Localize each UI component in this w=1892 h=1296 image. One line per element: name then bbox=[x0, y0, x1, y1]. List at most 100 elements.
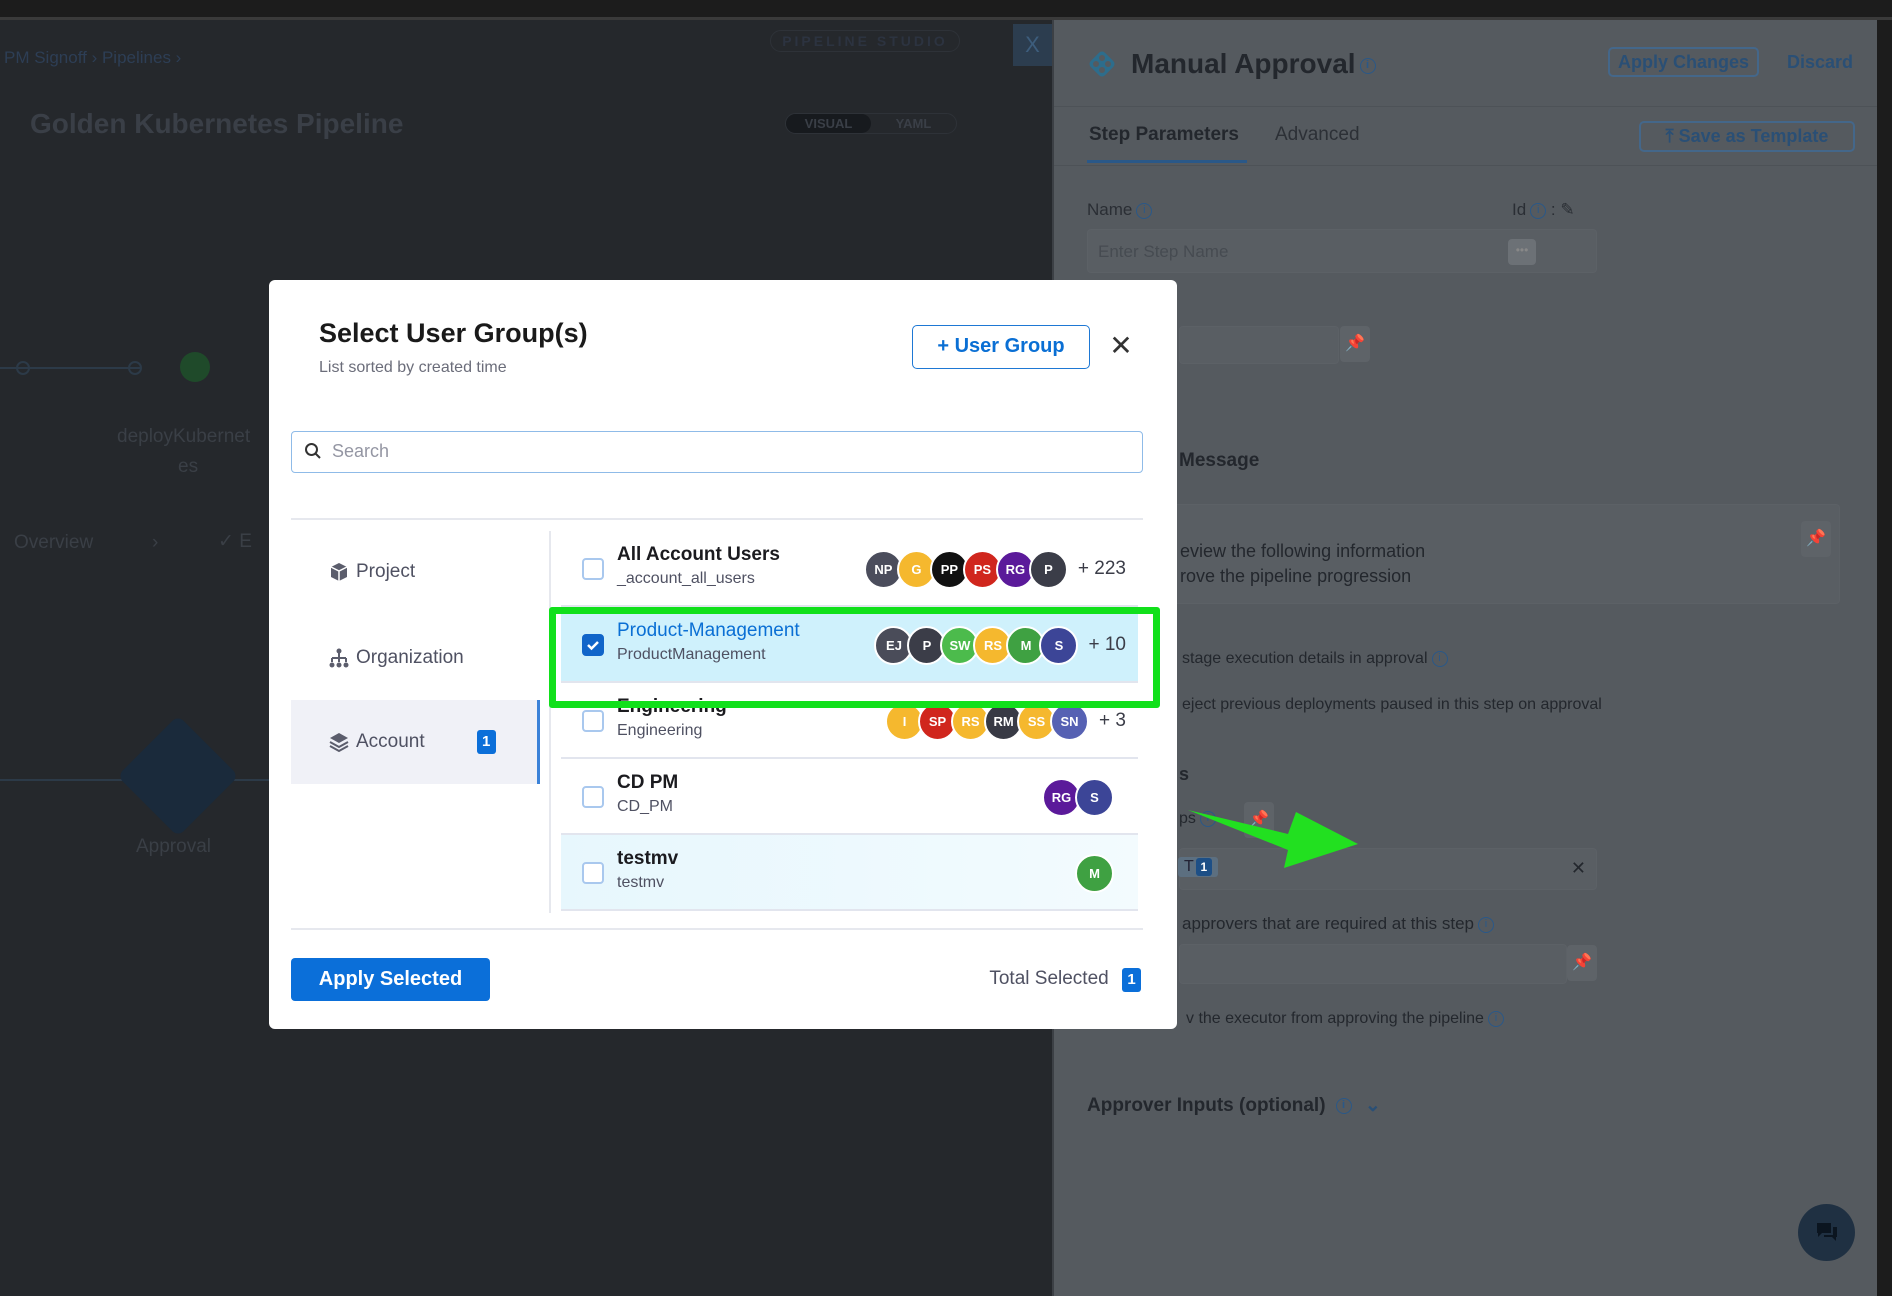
user-group-row[interactable]: CD PM CD_PM RG S bbox=[561, 759, 1138, 835]
info-icon[interactable]: i bbox=[1478, 916, 1494, 933]
avatar: RS bbox=[973, 625, 1013, 665]
approval-step-icon bbox=[1089, 51, 1115, 77]
scope-label: Project bbox=[356, 561, 416, 582]
divider bbox=[291, 518, 1143, 520]
avatar: S bbox=[1075, 777, 1114, 817]
studio-close-button[interactable]: X bbox=[1013, 24, 1052, 66]
dialog-title: Select User Group(s) bbox=[319, 318, 588, 348]
group-checkbox[interactable] bbox=[582, 634, 604, 656]
discard-button[interactable]: Discard bbox=[1787, 52, 1854, 72]
tab-advanced[interactable]: Advanced bbox=[1275, 124, 1360, 145]
info-icon[interactable]: i bbox=[1487, 1010, 1504, 1027]
clear-icon[interactable]: ✕ bbox=[1570, 858, 1586, 878]
stage-node-icon[interactable] bbox=[180, 352, 210, 382]
approval-node-label: Approval bbox=[136, 836, 211, 857]
user-group-row[interactable]: Product-Management ProductManagement EJ P… bbox=[561, 607, 1138, 683]
edit-pencil-icon[interactable]: ✎ bbox=[1560, 200, 1575, 219]
tab-overview[interactable]: Overview bbox=[14, 532, 94, 553]
scope-label: Account bbox=[356, 731, 425, 752]
member-avatars: RG S bbox=[1042, 759, 1126, 835]
pin-icon[interactable]: 📌 bbox=[1340, 326, 1370, 362]
toggle-visual[interactable]: VISUAL bbox=[786, 114, 871, 133]
message-line: eview the following information bbox=[1180, 541, 1426, 561]
window-top-bar bbox=[0, 0, 1892, 20]
breadcrumb-pipelines[interactable]: Pipelines bbox=[101, 48, 171, 67]
user-group-row[interactable]: testmv testmv M bbox=[561, 835, 1138, 911]
group-name[interactable]: Product-Management bbox=[617, 620, 800, 641]
selected-group-chip[interactable]: T bbox=[1184, 858, 1194, 875]
divider bbox=[549, 531, 551, 913]
close-icon[interactable]: ✕ bbox=[1109, 330, 1133, 361]
pipeline-title: Golden Kubernetes Pipeline bbox=[30, 108, 404, 139]
info-icon[interactable]: i bbox=[1136, 202, 1153, 219]
avatar: RM bbox=[984, 701, 1024, 741]
avatar: P bbox=[907, 625, 947, 665]
approvers-heading: s bbox=[1179, 764, 1190, 784]
info-icon[interactable]: i bbox=[1359, 57, 1376, 74]
disallow-executor-label[interactable]: v the executor from approving the pipeli… bbox=[1186, 1010, 1484, 1027]
add-user-group-button[interactable]: + User Group bbox=[912, 325, 1090, 369]
group-name[interactable]: testmv bbox=[617, 848, 679, 869]
toggle-yaml[interactable]: YAML bbox=[895, 116, 932, 131]
apply-selected-button[interactable]: Apply Selected bbox=[291, 958, 490, 1001]
pin-icon[interactable]: 📌 bbox=[1801, 521, 1831, 557]
scope-project[interactable]: Project bbox=[291, 530, 540, 614]
chevron-down-icon[interactable]: ⌄ bbox=[1364, 1095, 1381, 1116]
group-name[interactable]: CD PM bbox=[617, 772, 679, 793]
avatar: P bbox=[1028, 549, 1068, 589]
message-label: Message bbox=[1179, 450, 1260, 471]
tab-step-parameters[interactable]: Step Parameters bbox=[1087, 124, 1247, 163]
chat-support-button[interactable] bbox=[1798, 1204, 1855, 1261]
member-avatars: NP G PP PS RG P + 223 bbox=[863, 531, 1126, 607]
scope-account[interactable]: Account 1 bbox=[291, 700, 540, 784]
min-approvers-input[interactable] bbox=[1179, 944, 1567, 984]
user-group-row[interactable]: All Account Users _account_all_users NP G… bbox=[561, 531, 1138, 607]
green-arrow-annotation bbox=[1188, 810, 1358, 868]
info-icon[interactable]: i bbox=[1335, 1097, 1352, 1114]
pin-icon[interactable]: 📌 bbox=[1567, 945, 1597, 981]
checkmark-icon bbox=[587, 641, 599, 651]
pipeline-studio-label: PIPELINE STUDIO bbox=[770, 30, 960, 52]
connector-dot bbox=[16, 361, 30, 375]
save-as-template-button[interactable]: Save as Template bbox=[1678, 126, 1829, 146]
group-checkbox[interactable] bbox=[582, 710, 604, 732]
avatar: SW bbox=[940, 625, 980, 665]
approver-inputs-toggle[interactable]: Approver Inputs (optional) bbox=[1087, 1095, 1326, 1116]
panel-title: Manual Approval bbox=[1131, 48, 1356, 79]
member-avatars: M bbox=[1075, 835, 1126, 911]
tab-execution[interactable]: E bbox=[239, 531, 252, 552]
avatar: G bbox=[896, 549, 936, 589]
group-name[interactable]: All Account Users bbox=[617, 544, 780, 565]
stage-label: deployKubernet bbox=[117, 426, 251, 447]
view-toggle[interactable]: VISUAL YAML bbox=[785, 113, 957, 134]
search-icon bbox=[305, 443, 321, 459]
avatar: RG bbox=[1042, 777, 1081, 817]
info-icon[interactable]: i bbox=[1530, 202, 1547, 219]
avatar: PS bbox=[962, 549, 1002, 589]
group-checkbox[interactable] bbox=[582, 862, 604, 884]
search-input[interactable] bbox=[332, 432, 1132, 471]
step-name-input[interactable]: Enter Step Name ••• bbox=[1087, 229, 1597, 273]
cube-icon bbox=[330, 563, 348, 581]
apply-changes-button[interactable]: Apply Changes bbox=[1608, 47, 1759, 77]
expression-icon[interactable]: ••• bbox=[1508, 239, 1536, 265]
group-checkbox[interactable] bbox=[582, 558, 604, 580]
approval-node[interactable] bbox=[117, 715, 239, 837]
group-checkbox[interactable] bbox=[582, 786, 604, 808]
info-icon[interactable]: i bbox=[1431, 650, 1448, 667]
avatar: SP bbox=[918, 701, 958, 741]
search-field[interactable] bbox=[291, 431, 1143, 473]
timeout-input[interactable] bbox=[1179, 326, 1339, 364]
more-members-count: + 3 bbox=[1099, 710, 1126, 731]
more-members-count: + 223 bbox=[1077, 558, 1126, 579]
breadcrumb-pm-signoff[interactable]: PM Signoff bbox=[4, 48, 87, 67]
connector-dot bbox=[128, 361, 142, 375]
auto-reject-label[interactable]: eject previous deployments paused in thi… bbox=[1182, 696, 1602, 713]
include-stage-details-label[interactable]: stage execution details in approval bbox=[1182, 650, 1428, 667]
avatar: S bbox=[1039, 625, 1079, 665]
scope-organization[interactable]: Organization bbox=[291, 616, 540, 700]
message-textarea[interactable]: eview the following information rove the … bbox=[1164, 504, 1840, 604]
total-selected-count-badge: 1 bbox=[1122, 968, 1141, 992]
scope-selected-count-badge: 1 bbox=[476, 730, 496, 754]
